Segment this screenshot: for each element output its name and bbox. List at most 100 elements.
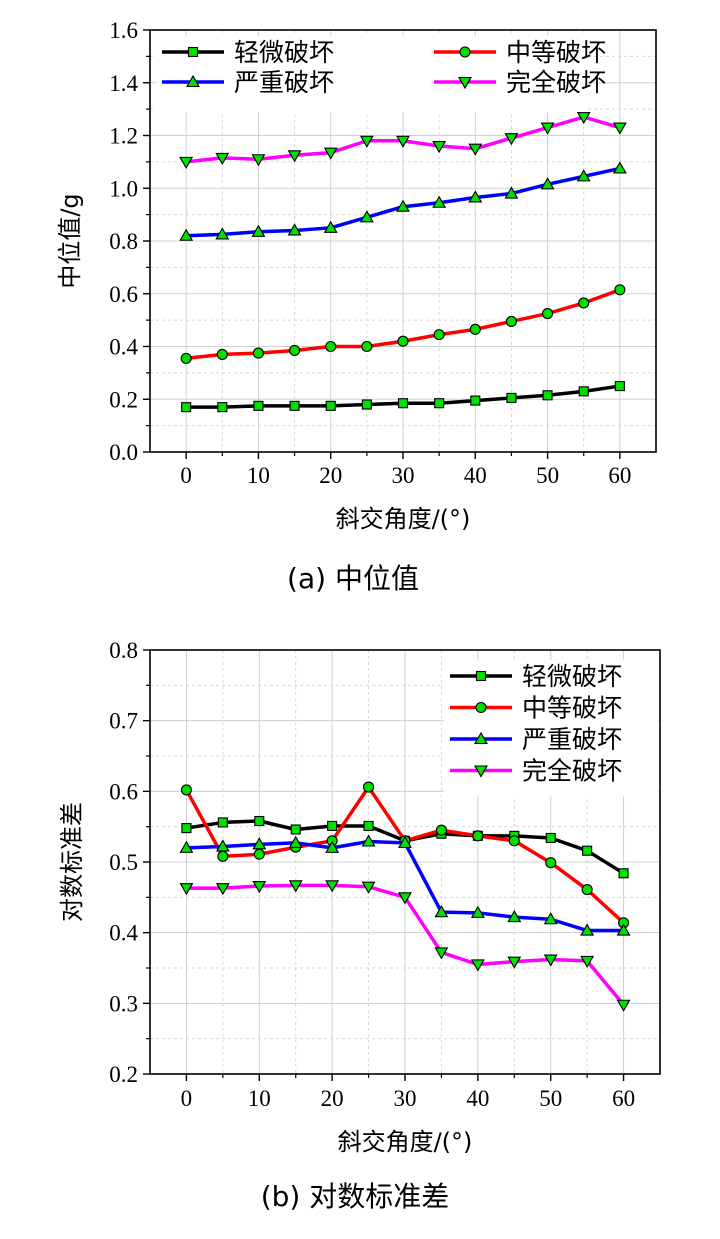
data-point — [179, 156, 194, 169]
data-point — [359, 210, 374, 223]
data-point — [359, 135, 374, 148]
y-tick-label: 0.4 — [109, 335, 138, 360]
y-tick-label: 0.6 — [109, 282, 138, 307]
data-point — [434, 398, 445, 409]
data-point — [327, 820, 338, 832]
data-point — [543, 954, 558, 967]
data-point — [470, 959, 485, 972]
data-point — [181, 823, 192, 834]
data-point — [612, 122, 627, 135]
data-point — [396, 135, 410, 148]
legend-item: 严重破坏 — [450, 725, 622, 754]
legend-label: 轻微破坏 — [522, 662, 622, 691]
data-point — [361, 399, 372, 410]
data-point — [545, 857, 557, 869]
y-tick-label: 0.5 — [109, 850, 138, 875]
legend-label: 中等破坏 — [506, 38, 606, 67]
x-tick-label: 0 — [181, 1086, 193, 1111]
data-point — [397, 398, 409, 409]
legend-item: 中等破坏 — [434, 38, 606, 67]
y-tick-label: 1.6 — [109, 18, 138, 43]
data-point — [217, 402, 228, 413]
chart-caption: (a) 中位值 — [287, 562, 419, 595]
chart-caption: (b) 对数标准差 — [261, 1180, 450, 1213]
series-triangle-up — [179, 161, 627, 241]
data-point — [507, 910, 522, 923]
data-point — [504, 133, 519, 146]
data-point — [435, 824, 447, 836]
legend-item: 严重破坏 — [162, 68, 334, 97]
data-point — [253, 848, 265, 860]
data-point — [508, 835, 520, 847]
x-tick-label: 10 — [248, 1086, 271, 1111]
data-point — [325, 340, 337, 353]
legend-marker — [186, 74, 200, 88]
data-point — [545, 832, 556, 844]
data-point — [542, 307, 554, 320]
data-point — [540, 122, 555, 135]
data-point — [179, 840, 194, 853]
y-tick-label: 0.6 — [109, 779, 138, 804]
data-point — [433, 329, 445, 341]
x-axis-title: 斜交角度/(°) — [338, 1128, 473, 1156]
legend-marker — [458, 76, 472, 90]
legend-label: 中等破坏 — [522, 694, 622, 723]
y-tick-label: 0.4 — [109, 921, 138, 946]
y-tick-label: 1.0 — [109, 176, 138, 201]
data-point — [363, 781, 375, 793]
data-point — [581, 884, 593, 896]
data-point — [468, 143, 483, 156]
legend-label: 轻微破坏 — [234, 38, 334, 67]
data-point — [582, 845, 593, 856]
data-point — [251, 154, 266, 167]
data-point — [217, 850, 229, 862]
data-point — [543, 912, 558, 925]
data-point — [432, 141, 447, 154]
data-point — [398, 835, 412, 848]
legend-marker — [474, 765, 488, 778]
x-tick-label: 20 — [321, 1086, 344, 1111]
chart-log-std: 0.2 0.3 0.4 0.5 0.6 0.7 0.8 0 10 20 30 40 50 60 斜交角度/(… — [58, 638, 661, 1213]
data-point — [469, 323, 481, 335]
data-point — [614, 284, 626, 296]
data-point — [180, 352, 192, 364]
data-point — [612, 161, 627, 174]
x-tick-label: 60 — [608, 463, 631, 488]
data-point — [397, 335, 409, 347]
data-point — [396, 199, 410, 212]
legend-marker — [475, 670, 487, 682]
y-tick-label: 0.0 — [109, 440, 138, 465]
data-point — [616, 923, 631, 936]
data-point — [215, 227, 230, 240]
data-point — [470, 905, 485, 918]
y-tick-label: 0.2 — [109, 387, 138, 412]
data-point — [325, 840, 340, 853]
y-tick-label: 0.3 — [109, 991, 138, 1016]
data-point — [614, 381, 625, 392]
y-axis-title: 对数标准差 — [58, 802, 86, 922]
data-point — [505, 315, 517, 327]
data-point — [181, 402, 192, 413]
legend-marker — [187, 46, 199, 58]
legend-marker — [475, 701, 487, 714]
data-point — [576, 111, 591, 125]
data-point — [251, 224, 266, 237]
x-tick-label: 0 — [180, 463, 192, 488]
legend-marker — [459, 46, 471, 58]
legend-background — [156, 36, 588, 112]
data-point — [618, 868, 629, 879]
data-point — [215, 883, 230, 896]
legend-label: 严重破坏 — [234, 68, 334, 97]
x-tick-label: 40 — [466, 1086, 489, 1111]
data-point — [580, 923, 595, 936]
chart-median: 0.0 0.2 0.4 0.6 0.8 1.0 1.2 1.4 1.6 0 10 20 30 40 50 60… — [56, 18, 657, 595]
data-point — [542, 390, 553, 401]
data-point — [179, 883, 194, 896]
data-point — [580, 955, 595, 969]
legend-label: 严重破坏 — [522, 725, 622, 754]
data-point — [179, 228, 194, 241]
data-point — [290, 824, 301, 835]
data-point — [288, 835, 303, 848]
legend-item: 完全破坏 — [434, 68, 606, 97]
